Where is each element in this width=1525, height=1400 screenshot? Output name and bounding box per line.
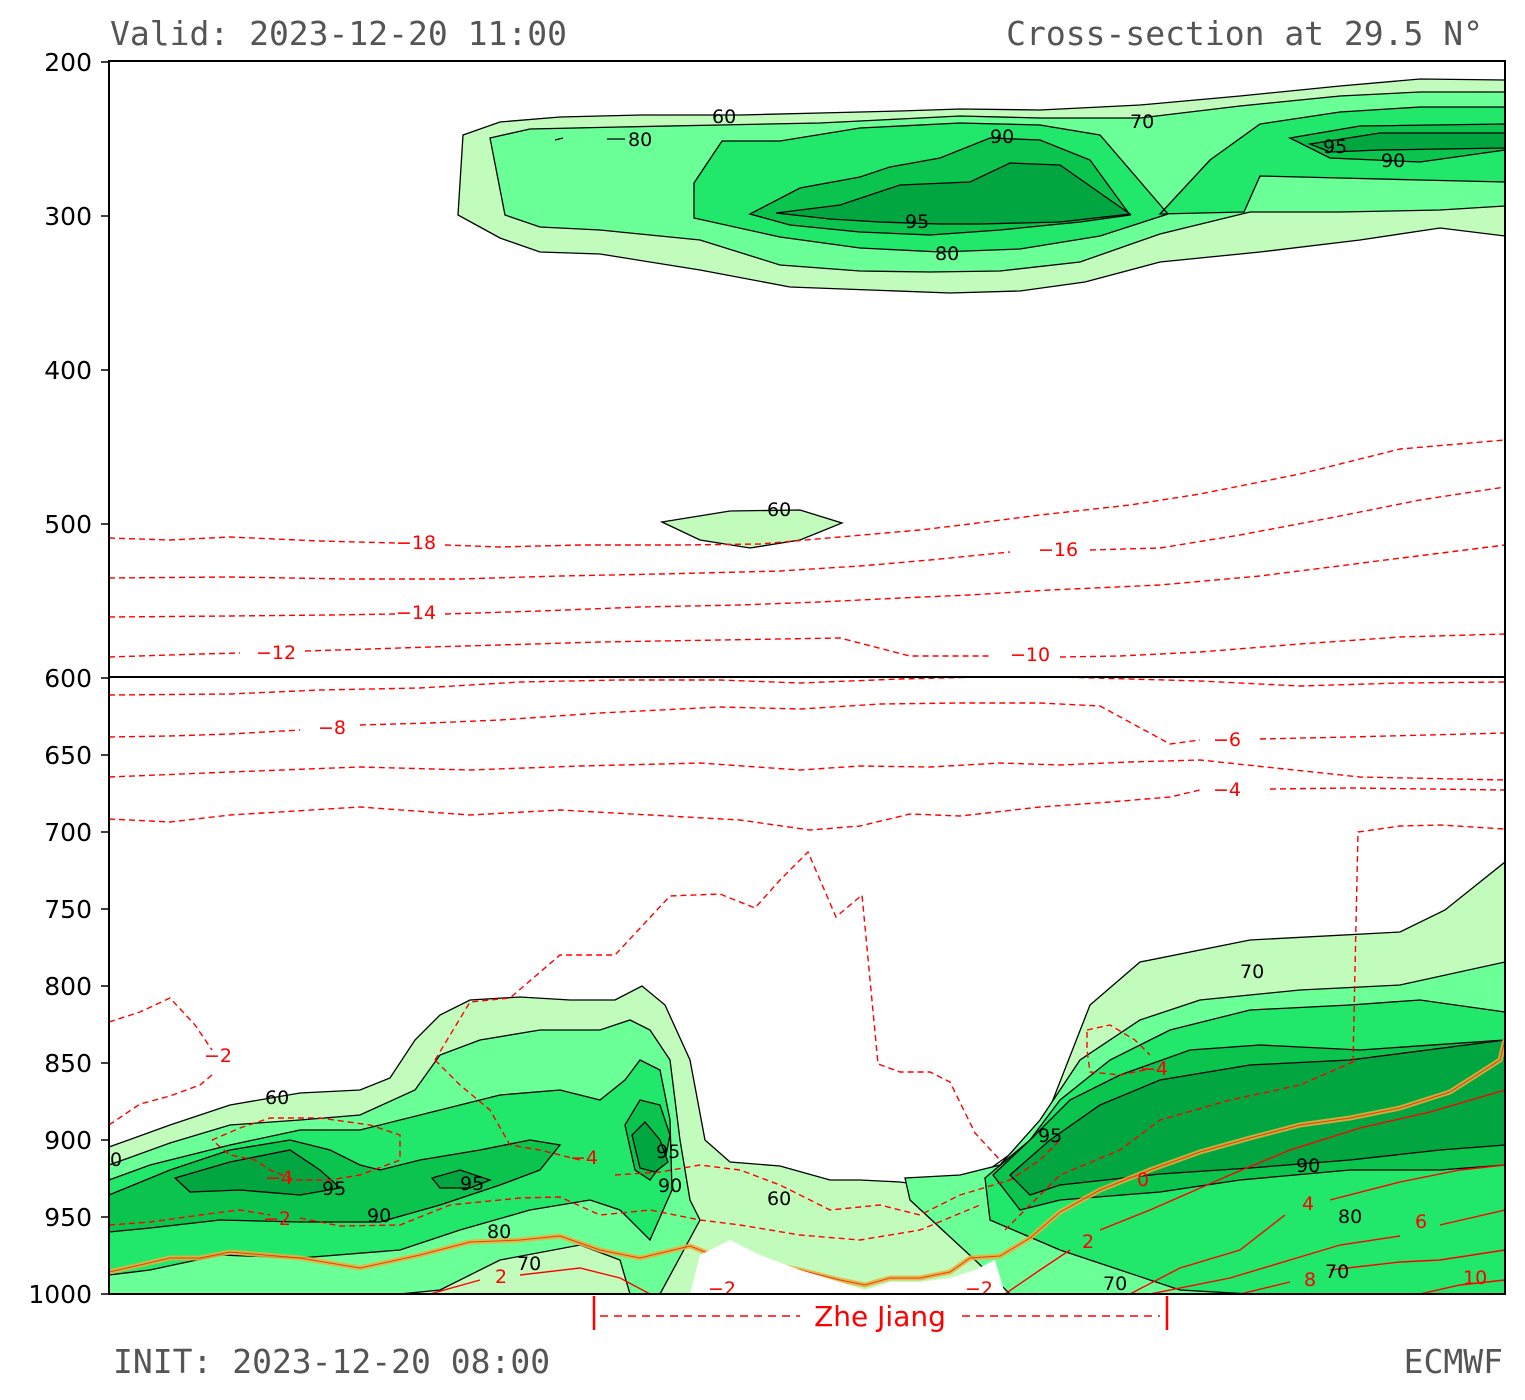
positive-temperature-lines	[430, 1089, 1505, 1293]
y-tick-label: 500	[44, 510, 92, 539]
rh-label: 80	[628, 129, 652, 151]
rh-label: 95	[460, 1173, 484, 1195]
lower-panel-fields	[109, 677, 1505, 1293]
temp-label: 10	[1463, 1267, 1487, 1289]
rh-contour-95-upper	[775, 132, 1505, 225]
y-tick-label: 950	[44, 1203, 92, 1232]
temp-label: 2	[1082, 1231, 1094, 1253]
rh-label: 60	[767, 499, 791, 521]
temp-label: −2	[965, 1278, 993, 1300]
upper-panel-fields	[109, 78, 1505, 658]
rh-label: 70	[1240, 961, 1264, 983]
temp-label: −4	[1140, 1058, 1168, 1080]
init-time: INIT: 2023-12-20 08:00	[113, 1342, 551, 1381]
rh-contour-60-patch	[659, 509, 844, 549]
valid-time: Valid: 2023-12-20 11:00	[110, 14, 567, 53]
y-tick-label: 600	[44, 664, 92, 693]
y-tick-label: 400	[44, 356, 92, 385]
rh-label: 90	[367, 1205, 391, 1227]
lower-temperature-lines	[109, 677, 1505, 1293]
y-axis-ticks	[101, 61, 109, 1295]
rh-label: 80	[935, 243, 959, 265]
region-label: Zhe Jiang	[814, 1300, 946, 1333]
y-tick-label: 700	[44, 818, 92, 847]
rh-label: 80	[487, 1221, 511, 1243]
temp-label: −10	[1010, 644, 1050, 666]
rh-label: 95	[656, 1141, 680, 1163]
temp-label: −2	[204, 1045, 232, 1067]
temp-label: −8	[318, 717, 346, 739]
region-marker: Zhe Jiang	[592, 1296, 1169, 1333]
temp-label: −2	[708, 1278, 736, 1300]
rh-label: 70	[1103, 1273, 1127, 1295]
rh-contour-95-left	[173, 1039, 1505, 1196]
temp-label: 2	[495, 1266, 507, 1288]
rh-label: 60	[712, 106, 736, 128]
temp-label: −12	[256, 642, 296, 664]
rh-label: 70	[1130, 111, 1154, 133]
y-tick-label: 850	[44, 1049, 92, 1078]
temp-label: 4	[1302, 1193, 1314, 1215]
y-tick-label: 200	[44, 48, 92, 77]
rh-label: 70	[1325, 1261, 1349, 1283]
rh-label: 95	[1323, 136, 1347, 158]
zero-degree-line-core	[109, 1039, 1505, 1286]
temp-label: −18	[396, 532, 436, 554]
temp-label: 6	[1415, 1211, 1427, 1233]
temp-label: −2	[263, 1208, 291, 1230]
temp-label: 0	[1137, 1169, 1149, 1191]
y-tick-label: 650	[44, 741, 92, 770]
temp-label: −6	[1213, 729, 1241, 751]
temp-label: −4	[1213, 779, 1241, 801]
y-tick-label: 300	[44, 202, 92, 231]
y-axis-labels: 200 300 400 500 600 650 700 750 800 850 …	[28, 48, 92, 1309]
terrain-gap	[690, 1240, 1005, 1293]
rh-label: 95	[905, 211, 929, 233]
temp-label: 8	[1304, 1269, 1316, 1291]
y-tick-label: 1000	[28, 1280, 92, 1309]
rh-label: 90	[990, 126, 1014, 148]
y-tick-label: 900	[44, 1126, 92, 1155]
temp-label: −4	[265, 1167, 293, 1189]
temp-label: −16	[1038, 539, 1078, 561]
rh-contour-fragment	[554, 137, 625, 141]
rh-label: 95	[322, 1178, 346, 1200]
rh-label: 60	[767, 1188, 791, 1210]
rh-label: 60	[265, 1087, 289, 1109]
rh-label: 95	[1038, 1125, 1062, 1147]
y-tick-label: 750	[44, 895, 92, 924]
rh-label: 0	[110, 1149, 122, 1171]
rh-label: 90	[1381, 150, 1405, 172]
temp-label: −14	[396, 602, 436, 624]
model-source: ECMWF	[1403, 1342, 1503, 1381]
upper-temperature-lines	[109, 439, 1505, 658]
y-tick-label: 800	[44, 972, 92, 1001]
section-title: Cross-section at 29.5 N°	[1006, 14, 1483, 53]
rh-label: 70	[517, 1253, 541, 1275]
rh-label: 90	[658, 1175, 682, 1197]
rh-label: 80	[1338, 1206, 1362, 1228]
temp-label: −4	[570, 1147, 598, 1169]
rh-labels: 60 70 90 80 95 80 95 90 60 60 0 95 95 90…	[110, 106, 1405, 1295]
rh-label: 90	[1296, 1155, 1320, 1177]
